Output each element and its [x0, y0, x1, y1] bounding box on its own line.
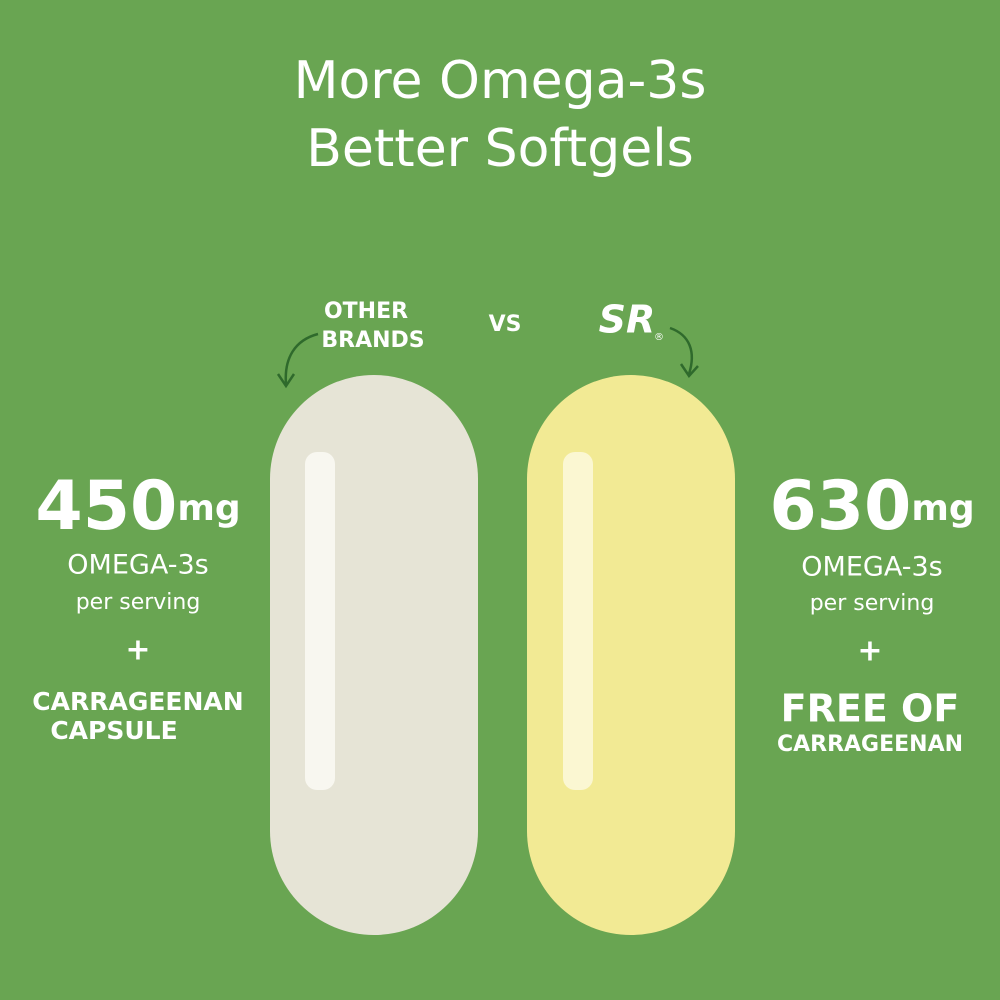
basis: per serving — [810, 591, 935, 616]
vs-label: VS — [489, 312, 522, 337]
plus: + — [125, 633, 150, 668]
arrow — [284, 332, 319, 385]
softgel-highlight — [305, 452, 335, 790]
title-line: Better Softgels — [306, 119, 694, 179]
feature: CARRAGEENAN — [777, 732, 963, 757]
feature: FREE OF — [781, 687, 960, 731]
arrow-head — [679, 363, 699, 379]
amount-unit: mg — [177, 488, 240, 529]
feature: CAPSULE — [50, 716, 177, 745]
arrow-head — [276, 373, 296, 389]
softgel-other — [270, 375, 478, 935]
brand-mark: ® — [654, 332, 664, 343]
amount-unit: mg — [911, 488, 974, 529]
nutrient: OMEGA-3s — [801, 552, 942, 583]
softgel-highlight — [563, 452, 593, 790]
nutrient: OMEGA-3s — [67, 550, 208, 581]
amount-number: 450 — [35, 467, 177, 546]
brand-logo: SR — [599, 298, 656, 342]
plus: + — [857, 634, 882, 669]
softgel-sr — [527, 375, 735, 935]
other-label: OTHER — [324, 299, 408, 324]
amount-number: 630 — [769, 467, 911, 546]
title-line: More Omega-3s — [294, 51, 707, 111]
feature: CARRAGEENAN — [32, 687, 243, 716]
arrow — [669, 326, 694, 375]
amount: 630mg — [769, 467, 974, 546]
amount: 450mg — [35, 467, 240, 546]
basis: per serving — [76, 590, 201, 615]
other-label: BRANDS — [321, 328, 424, 353]
